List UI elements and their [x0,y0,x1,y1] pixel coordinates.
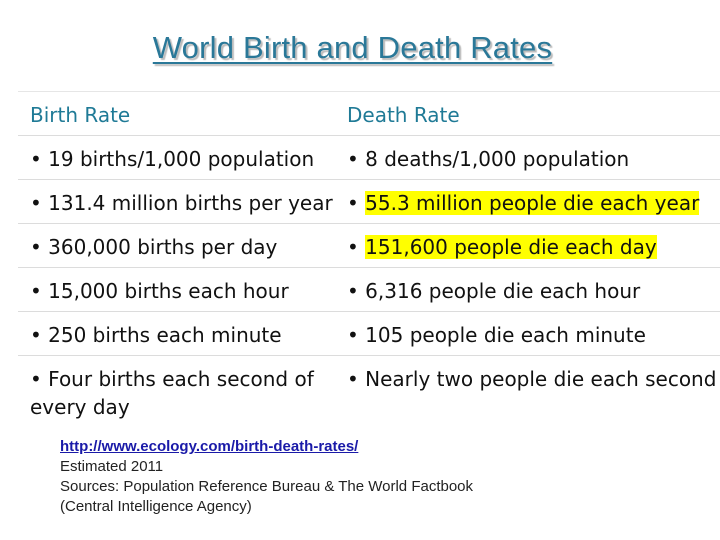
birth-rate-cell: • 19 births/1,000 population [30,147,315,171]
birth-rate-cell: • Four births each second of every day [30,367,314,419]
death-rate-text: 6,316 people die each hour [365,279,641,303]
death-rate-text: Nearly two people die each second [365,367,717,391]
death-rate-text-highlighted: 151,600 people die each day [365,235,657,259]
page-title: World Birth and Death Rates [152,30,553,65]
table-row: • 250 births each minute • 105 people di… [18,311,720,355]
death-rate-cell: • 105 people die each minute [347,312,720,349]
birth-rate-cell: • 131.4 million births per year [30,191,333,215]
bullet: • [347,147,366,171]
estimated-note: Estimated 2011 [60,458,164,475]
bullet: • [347,235,366,259]
death-rate-cell: • 8 deaths/1,000 population [347,136,720,173]
birth-rate-cell: • 250 births each minute [30,323,282,347]
death-rate-text: 8 deaths/1,000 population [365,147,630,171]
death-rate-cell: • 151,600 people die each day [347,224,720,261]
bullet: • [347,367,366,391]
table-header-row: Birth Rate Death Rate [18,91,720,135]
sources-line: Sources: Population Reference Bureau & T… [60,478,474,495]
source-link[interactable]: http://www.ecology.com/birth-death-rates… [60,438,359,455]
header-death-rate: Death Rate [347,103,460,127]
death-rate-text: 105 people die each minute [365,323,646,347]
death-rate-cell: • 55.3 million people die each year [347,180,720,217]
death-rate-text-highlighted: 55.3 million people die each year [365,191,700,215]
table-row: • 19 births/1,000 population • 8 deaths/… [18,135,720,179]
table-row: • 360,000 births per day • 151,600 peopl… [18,223,720,267]
death-rate-cell: • Nearly two people die each second [347,356,720,393]
death-rate-cell: • 6,316 people die each hour [347,268,720,305]
bullet: • [347,323,366,347]
birth-rate-cell: • 360,000 births per day [30,235,278,259]
birth-rate-cell: • 15,000 births each hour [30,279,289,303]
rates-table: Birth Rate Death Rate • 19 births/1,000 … [18,91,720,428]
table-row: • Four births each second of every day •… [18,355,720,428]
bullet: • [347,279,366,303]
bullet: • [347,191,366,215]
sources-line-continued: (Central Intelligence Agency) [60,498,252,515]
header-birth-rate: Birth Rate [30,103,131,127]
table-row: • 131.4 million births per year • 55.3 m… [18,179,720,223]
sources-block: http://www.ecology.com/birth-death-rates… [60,437,473,517]
table-row: • 15,000 births each hour • 6,316 people… [18,267,720,311]
